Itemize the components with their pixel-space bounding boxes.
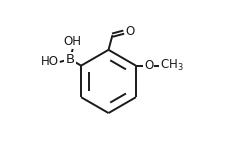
Text: HO: HO	[41, 55, 58, 68]
Text: B: B	[65, 53, 74, 66]
Text: O: O	[144, 59, 153, 72]
Text: OH: OH	[63, 35, 81, 48]
Text: CH$_3$: CH$_3$	[159, 58, 183, 73]
Text: O: O	[124, 25, 134, 38]
